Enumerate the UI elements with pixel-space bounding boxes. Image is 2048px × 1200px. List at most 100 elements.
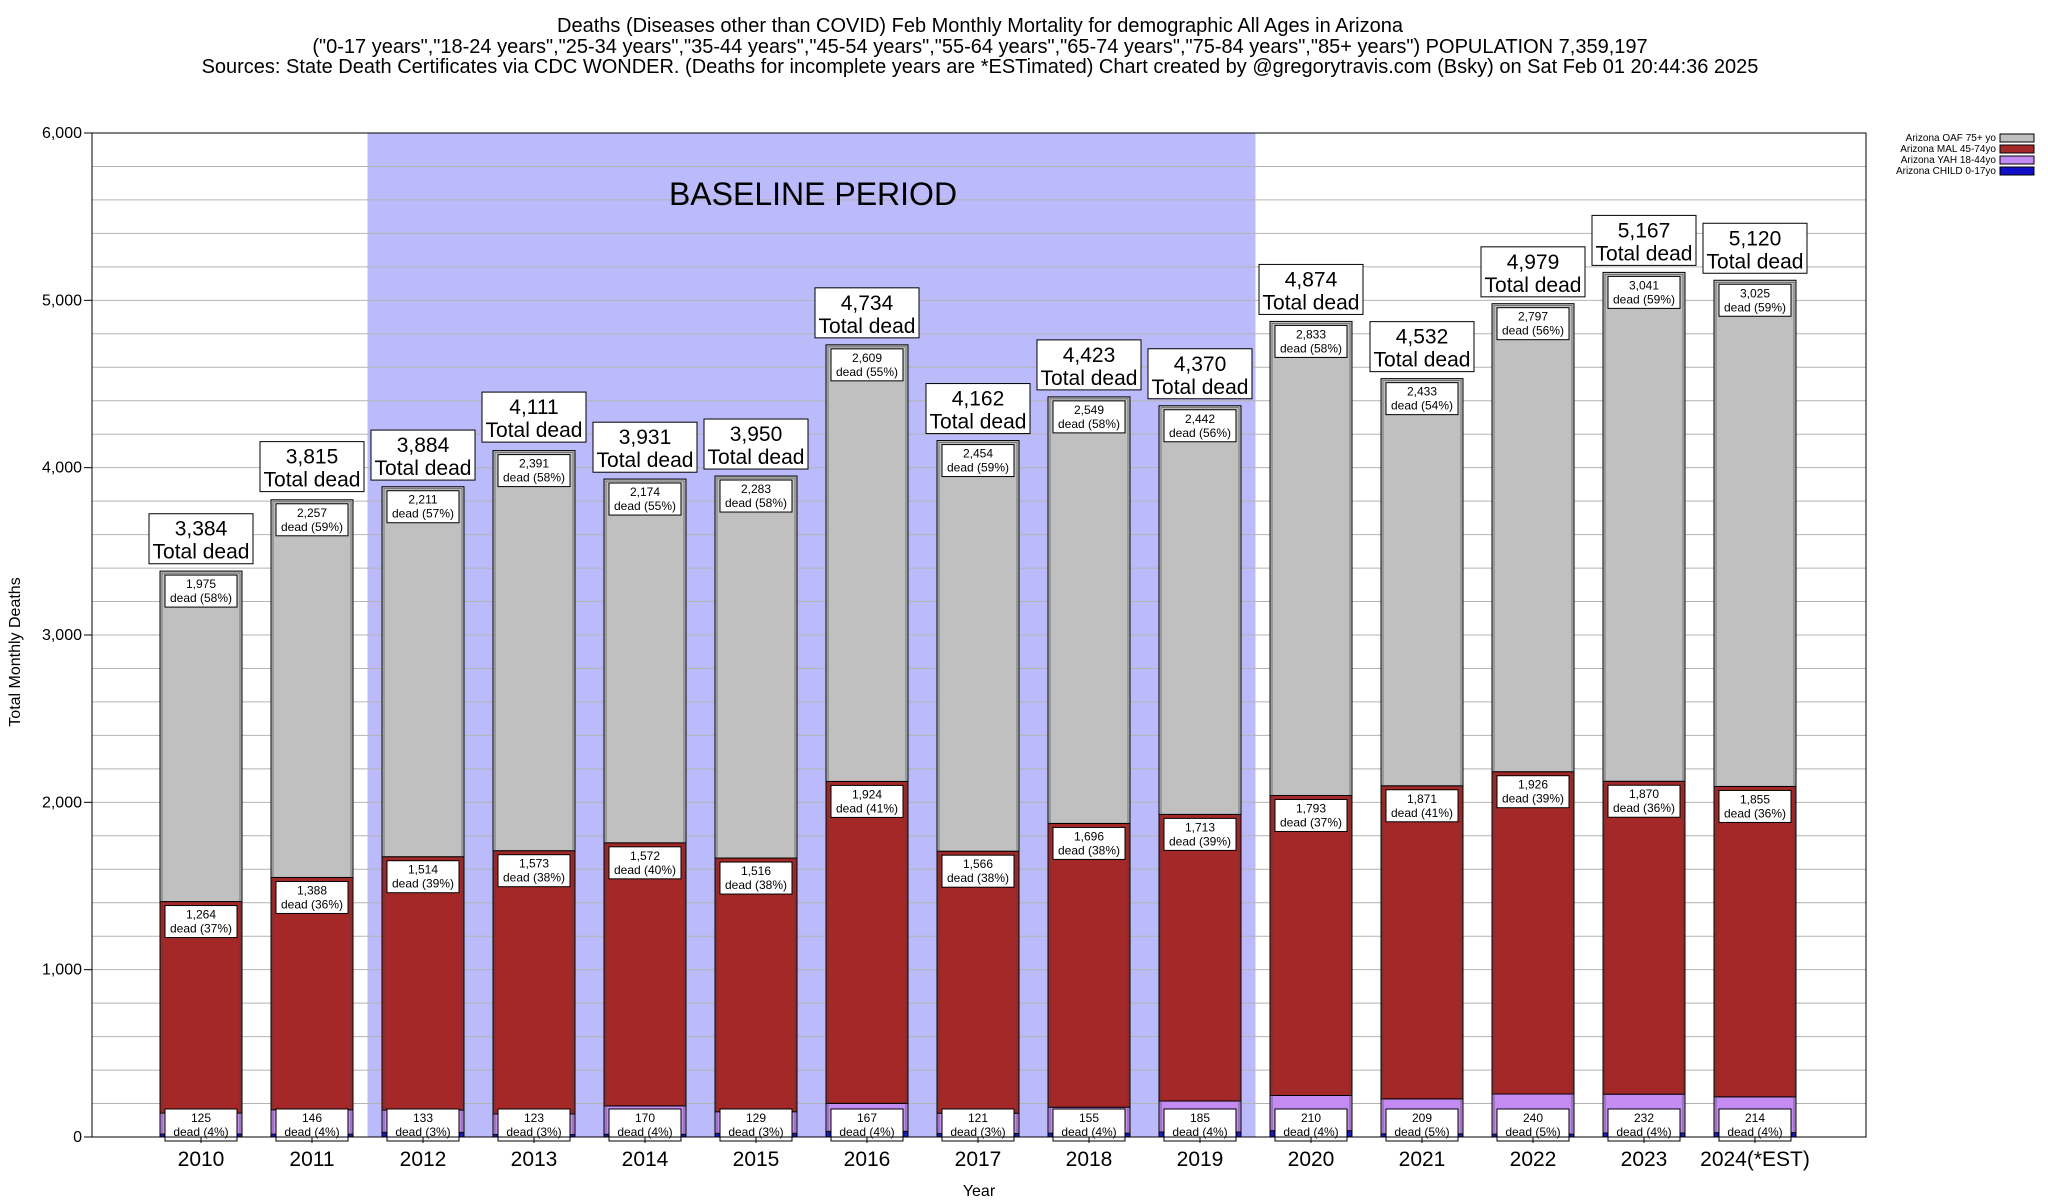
baseline-period-label: BASELINE PERIOD [669,176,957,212]
segment-percent-label: dead (41%) [836,801,898,815]
segment-percent-label: dead (59%) [1724,300,1786,314]
legend-swatch [1999,155,2035,165]
x-tick-label: 2024(*EST) [1700,1148,1810,1171]
segment-percent-label: dead (37%) [170,922,232,936]
segment-label-box [1607,784,1681,818]
bar-segment-oaf [825,344,909,782]
plot-frame [91,132,1867,1138]
segment-percent-label: dead (39%) [392,877,454,891]
bar-segment-mal [492,850,576,1115]
total-suffix-label: Total dead [1707,250,1804,273]
segment-percent-label: dead (4%) [1283,1125,1338,1139]
total-label-box [592,421,698,473]
chart-title-line-2: ("0-17 years","18-24 years","25-34 years… [312,36,1647,58]
bar-segment-mal [1380,785,1464,1100]
legend-swatch [1999,133,2035,143]
segment-value-label: 123 [524,1111,544,1125]
segment-percent-label: dead (4%) [173,1125,228,1139]
segment-value-label: 2,174 [630,485,660,499]
segment-value-label: 1,793 [1296,801,1326,815]
segment-label-box [719,1108,793,1142]
total-value-label: 4,874 [1285,268,1338,291]
legend-label: Arizona CHILD 0-17yo [1896,166,1996,177]
bar-segment-mal [603,842,687,1107]
bar-segment-oaf [492,450,576,852]
segment-label-box [830,348,904,382]
segment-value-label: 1,870 [1629,787,1659,801]
bar-segment-mal [714,857,798,1113]
total-label-box [148,513,254,565]
segment-label-box [275,1108,349,1142]
bar-segment-oaf [1491,303,1575,773]
segment-percent-label: dead (4%) [1061,1125,1116,1139]
segment-label-box [719,479,793,513]
total-suffix-label: Total dead [1263,291,1360,314]
segment-label-box [830,1108,904,1142]
segment-value-label: 2,211 [408,493,437,507]
bar-segment-mal [270,876,354,1111]
segment-value-label: 1,516 [741,864,771,878]
segment-label-box [1718,789,1792,823]
total-value-label: 4,370 [1174,353,1227,376]
x-tick-label: 2019 [1177,1148,1224,1171]
segment-value-label: 2,433 [1407,385,1437,399]
segment-label-box [830,784,904,818]
segment-value-label: 1,855 [1740,792,1770,806]
y-tick-label: 3,000 [42,627,82,644]
segment-value-label: 3,025 [1740,286,1770,300]
total-value-label: 5,167 [1618,219,1671,242]
segment-label-box [275,880,349,914]
segment-value-label: 129 [746,1111,766,1125]
x-tick-label: 2018 [1066,1148,1113,1171]
total-suffix-label: Total dead [819,315,916,338]
segment-value-label: 1,573 [519,857,549,871]
bar-segment-mal [825,780,909,1104]
segment-percent-label: dead (59%) [1613,292,1675,306]
legend-swatch [1999,144,2035,154]
total-suffix-label: Total dead [1041,367,1138,390]
segment-label-box [1052,400,1126,434]
segment-label-box [608,482,682,516]
x-tick-label: 2021 [1399,1148,1446,1171]
segment-value-label: 240 [1523,1111,1543,1125]
segment-percent-label: dead (4%) [1172,1125,1227,1139]
total-value-label: 4,532 [1396,326,1449,349]
segment-percent-label: dead (3%) [395,1125,450,1139]
segment-percent-label: dead (3%) [506,1125,561,1139]
segment-value-label: 170 [635,1111,655,1125]
total-value-label: 3,815 [286,446,339,469]
bar-segment-oaf [159,570,243,903]
total-label-box [1480,246,1586,298]
segment-percent-label: dead (58%) [503,471,565,485]
bar-segment-oaf [1713,279,1797,787]
segment-percent-label: dead (36%) [1724,806,1786,820]
segment-label-box [164,1108,238,1142]
segment-label-box [1496,307,1570,341]
segment-value-label: 2,549 [1074,403,1104,417]
bar-segment-mal [1269,794,1353,1097]
segment-value-label: 1,713 [1185,820,1215,834]
bar-segment-oaf [270,499,354,878]
x-tick-label: 2013 [511,1148,558,1171]
segment-percent-label: dead (3%) [950,1125,1005,1139]
segment-value-label: 155 [1079,1111,1099,1125]
legend-label: Arizona MAL 45-74yo [1900,144,1996,155]
y-tick-label: 0 [73,1129,82,1146]
bar-segment-oaf [936,440,1020,852]
segment-value-label: 185 [1190,1111,1210,1125]
segment-percent-label: dead (59%) [947,461,1009,475]
segment-label-box [275,503,349,537]
x-tick-label: 2023 [1621,1148,1668,1171]
y-tick-label: 4,000 [42,460,82,477]
segment-value-label: 2,797 [1518,310,1548,324]
segment-label-box [1607,1108,1681,1142]
segment-value-label: 2,391 [519,457,549,471]
x-tick-label: 2022 [1510,1148,1557,1171]
bar-segment-oaf [1158,405,1242,815]
total-label-box [1258,263,1364,315]
segment-percent-label: dead (58%) [725,496,787,510]
segment-label-box [1718,283,1792,317]
segment-label-box [941,1108,1015,1142]
